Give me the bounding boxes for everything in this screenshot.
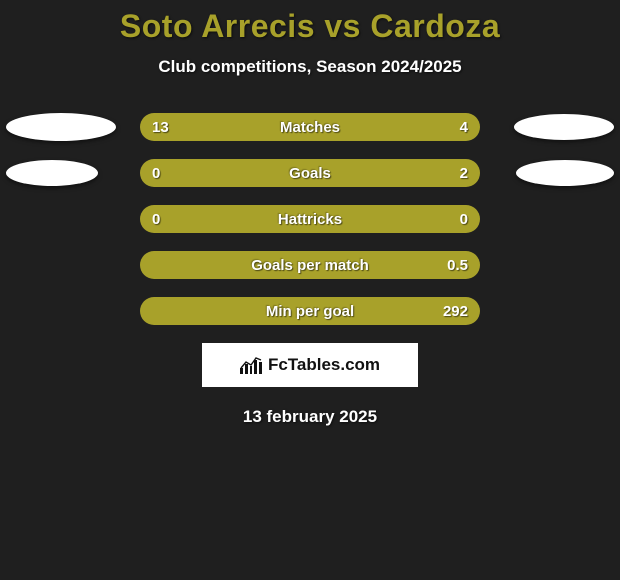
stat-label: Min per goal <box>140 303 480 320</box>
stat-value-right: 0 <box>460 211 468 228</box>
stat-label: Goals per match <box>140 257 480 274</box>
player-right-avatar-2 <box>516 160 614 186</box>
right-avatar-slot <box>480 114 620 140</box>
stat-bar: Goals per match 0.5 <box>140 251 480 279</box>
comparison-card: Soto Arrecis vs Cardoza Club competition… <box>0 0 620 427</box>
stat-row-goals: 0 Goals 2 <box>0 159 620 187</box>
stat-label: Matches <box>140 119 480 136</box>
stat-row-goals-per-match: Goals per match 0.5 <box>0 251 620 279</box>
stat-value-right: 0.5 <box>447 257 468 274</box>
stat-row-min-per-goal: Min per goal 292 <box>0 297 620 325</box>
page-title: Soto Arrecis vs Cardoza <box>0 8 620 45</box>
stat-label: Hattricks <box>140 211 480 228</box>
stat-row-matches: 13 Matches 4 <box>0 113 620 141</box>
subtitle: Club competitions, Season 2024/2025 <box>0 57 620 77</box>
player-right-avatar-1 <box>514 114 614 140</box>
left-avatar-slot <box>0 160 140 186</box>
stat-label: Goals <box>140 165 480 182</box>
chart-icon <box>240 356 262 374</box>
left-avatar-slot <box>0 113 140 141</box>
stat-bar: Min per goal 292 <box>140 297 480 325</box>
stat-value-right: 292 <box>443 303 468 320</box>
stat-row-hattricks: 0 Hattricks 0 <box>0 205 620 233</box>
right-avatar-slot <box>480 160 620 186</box>
source-logo-text: FcTables.com <box>268 355 380 375</box>
stat-value-right: 2 <box>460 165 468 182</box>
date-text: 13 february 2025 <box>0 407 620 427</box>
stat-bar: 0 Goals 2 <box>140 159 480 187</box>
source-logo: FcTables.com <box>202 343 418 387</box>
stat-bar: 0 Hattricks 0 <box>140 205 480 233</box>
stat-bar: 13 Matches 4 <box>140 113 480 141</box>
player-left-avatar-2 <box>6 160 98 186</box>
stat-value-right: 4 <box>460 119 468 136</box>
player-left-avatar-1 <box>6 113 116 141</box>
